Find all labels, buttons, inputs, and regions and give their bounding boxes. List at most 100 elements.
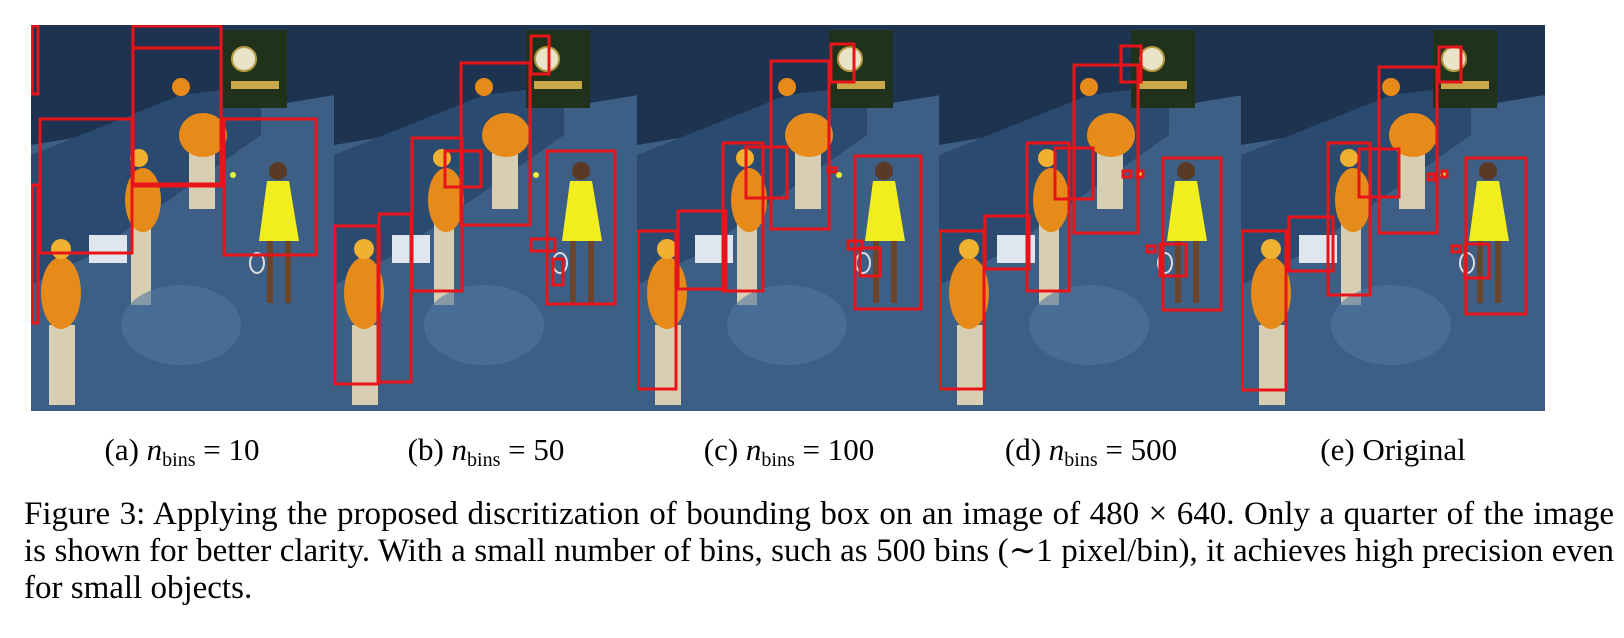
subcaption-b: (b) nbins = 50 [407, 432, 565, 471]
ball-person-cap [1080, 78, 1098, 96]
bounding-box [1287, 215, 1335, 273]
line-judge-torso [647, 257, 687, 329]
bounding-box [829, 42, 856, 84]
bounding-box [529, 237, 557, 253]
bounding-box [131, 25, 223, 188]
player-head [1177, 162, 1195, 180]
panel-d [939, 25, 1243, 411]
clock-face [534, 46, 560, 72]
panel-b [334, 25, 638, 411]
rolex-board [526, 30, 590, 108]
clock-face [837, 46, 863, 72]
player-head [572, 162, 590, 180]
ball-person-torso [1389, 113, 1437, 157]
line-judge-torso [1251, 257, 1291, 329]
bounding-box [1135, 169, 1145, 179]
figure-caption: Figure 3: Applying the proposed discriti… [24, 496, 1614, 606]
line-judge-cap [657, 239, 677, 259]
bounding-box [721, 141, 765, 293]
court-shadow [1029, 285, 1149, 365]
ball-person-cap [475, 78, 493, 96]
player-dress [1167, 181, 1207, 241]
rolex-logo [534, 81, 582, 89]
umpire-legs [1341, 215, 1361, 305]
player-leg-right [891, 241, 897, 303]
photo-svg [31, 25, 335, 411]
clock-face [1139, 46, 1165, 72]
player-leg-left [1175, 241, 1181, 303]
detection-boxes [637, 42, 923, 391]
bounding-box [744, 145, 789, 200]
photo-svg [1241, 25, 1545, 411]
line-judge-legs [957, 325, 983, 405]
player-leg-right [588, 241, 594, 303]
bounding-box [1357, 147, 1401, 199]
bounding-box [637, 229, 678, 391]
player-head [269, 162, 287, 180]
umpire-torso [731, 168, 767, 232]
umpire-cap [1340, 149, 1358, 167]
scene [31, 25, 335, 411]
player-dress [865, 181, 905, 241]
rolex-logo [231, 81, 279, 89]
bounding-box [676, 209, 728, 291]
bounding-box [1121, 169, 1133, 179]
bounding-box [529, 34, 551, 76]
ball-person-cap [778, 78, 796, 96]
umpire-torso [1335, 168, 1371, 232]
bounding-box [846, 239, 864, 251]
player-leg-left [1477, 241, 1483, 303]
bounding-box [1145, 244, 1157, 254]
scene [1241, 25, 1545, 411]
bounding-box [1437, 45, 1463, 84]
umpire-legs [1039, 215, 1059, 305]
player-dress [562, 181, 602, 241]
subcaption-d: (d) nbins = 500 [1004, 432, 1178, 471]
rolex-board [223, 30, 287, 108]
panel-c [637, 25, 941, 411]
bounding-box [769, 59, 831, 231]
player-leg-right [1193, 241, 1199, 303]
player-dress [259, 181, 299, 241]
bounding-box [1158, 242, 1188, 278]
line-judge-cap [51, 239, 71, 259]
tennis-photo-b [334, 25, 638, 411]
photo-svg [334, 25, 638, 411]
rolex-logo [837, 81, 885, 89]
rolex-logo [1139, 81, 1187, 89]
scene [334, 25, 638, 411]
tennis-photo-c [637, 25, 941, 411]
bounding-box [1440, 169, 1449, 179]
player-leg-left [570, 241, 576, 303]
line-judge-cap [354, 239, 374, 259]
line-judge-legs [352, 325, 378, 405]
racket [1157, 252, 1173, 274]
umpire-cap [1038, 149, 1056, 167]
ball-person-torso [482, 113, 530, 157]
tennis-photo-a [31, 25, 335, 411]
bounding-box [826, 166, 838, 174]
detection-boxes [1241, 45, 1528, 392]
photo-svg [637, 25, 941, 411]
bounding-box [1241, 229, 1288, 392]
bounding-box [1463, 242, 1491, 280]
umpire-torso [1033, 168, 1069, 232]
rolex-board [1433, 30, 1497, 108]
scene [939, 25, 1243, 411]
court-shadow [727, 285, 847, 365]
ball-person-cap [172, 78, 190, 96]
subcaption-e: (e) Original [1320, 432, 1466, 467]
umpire-torso [428, 168, 464, 232]
line-judge-cap [959, 239, 979, 259]
bounding-box [1161, 156, 1223, 312]
chair [89, 235, 127, 263]
player-leg-right [1495, 241, 1501, 303]
bounding-box [1464, 156, 1528, 316]
bounding-box [31, 183, 40, 325]
detection-boxes [939, 44, 1223, 391]
photo-svg [939, 25, 1243, 411]
player-head [875, 162, 893, 180]
bounding-box [222, 117, 318, 257]
racket [249, 252, 265, 274]
umpire-legs [434, 215, 454, 305]
